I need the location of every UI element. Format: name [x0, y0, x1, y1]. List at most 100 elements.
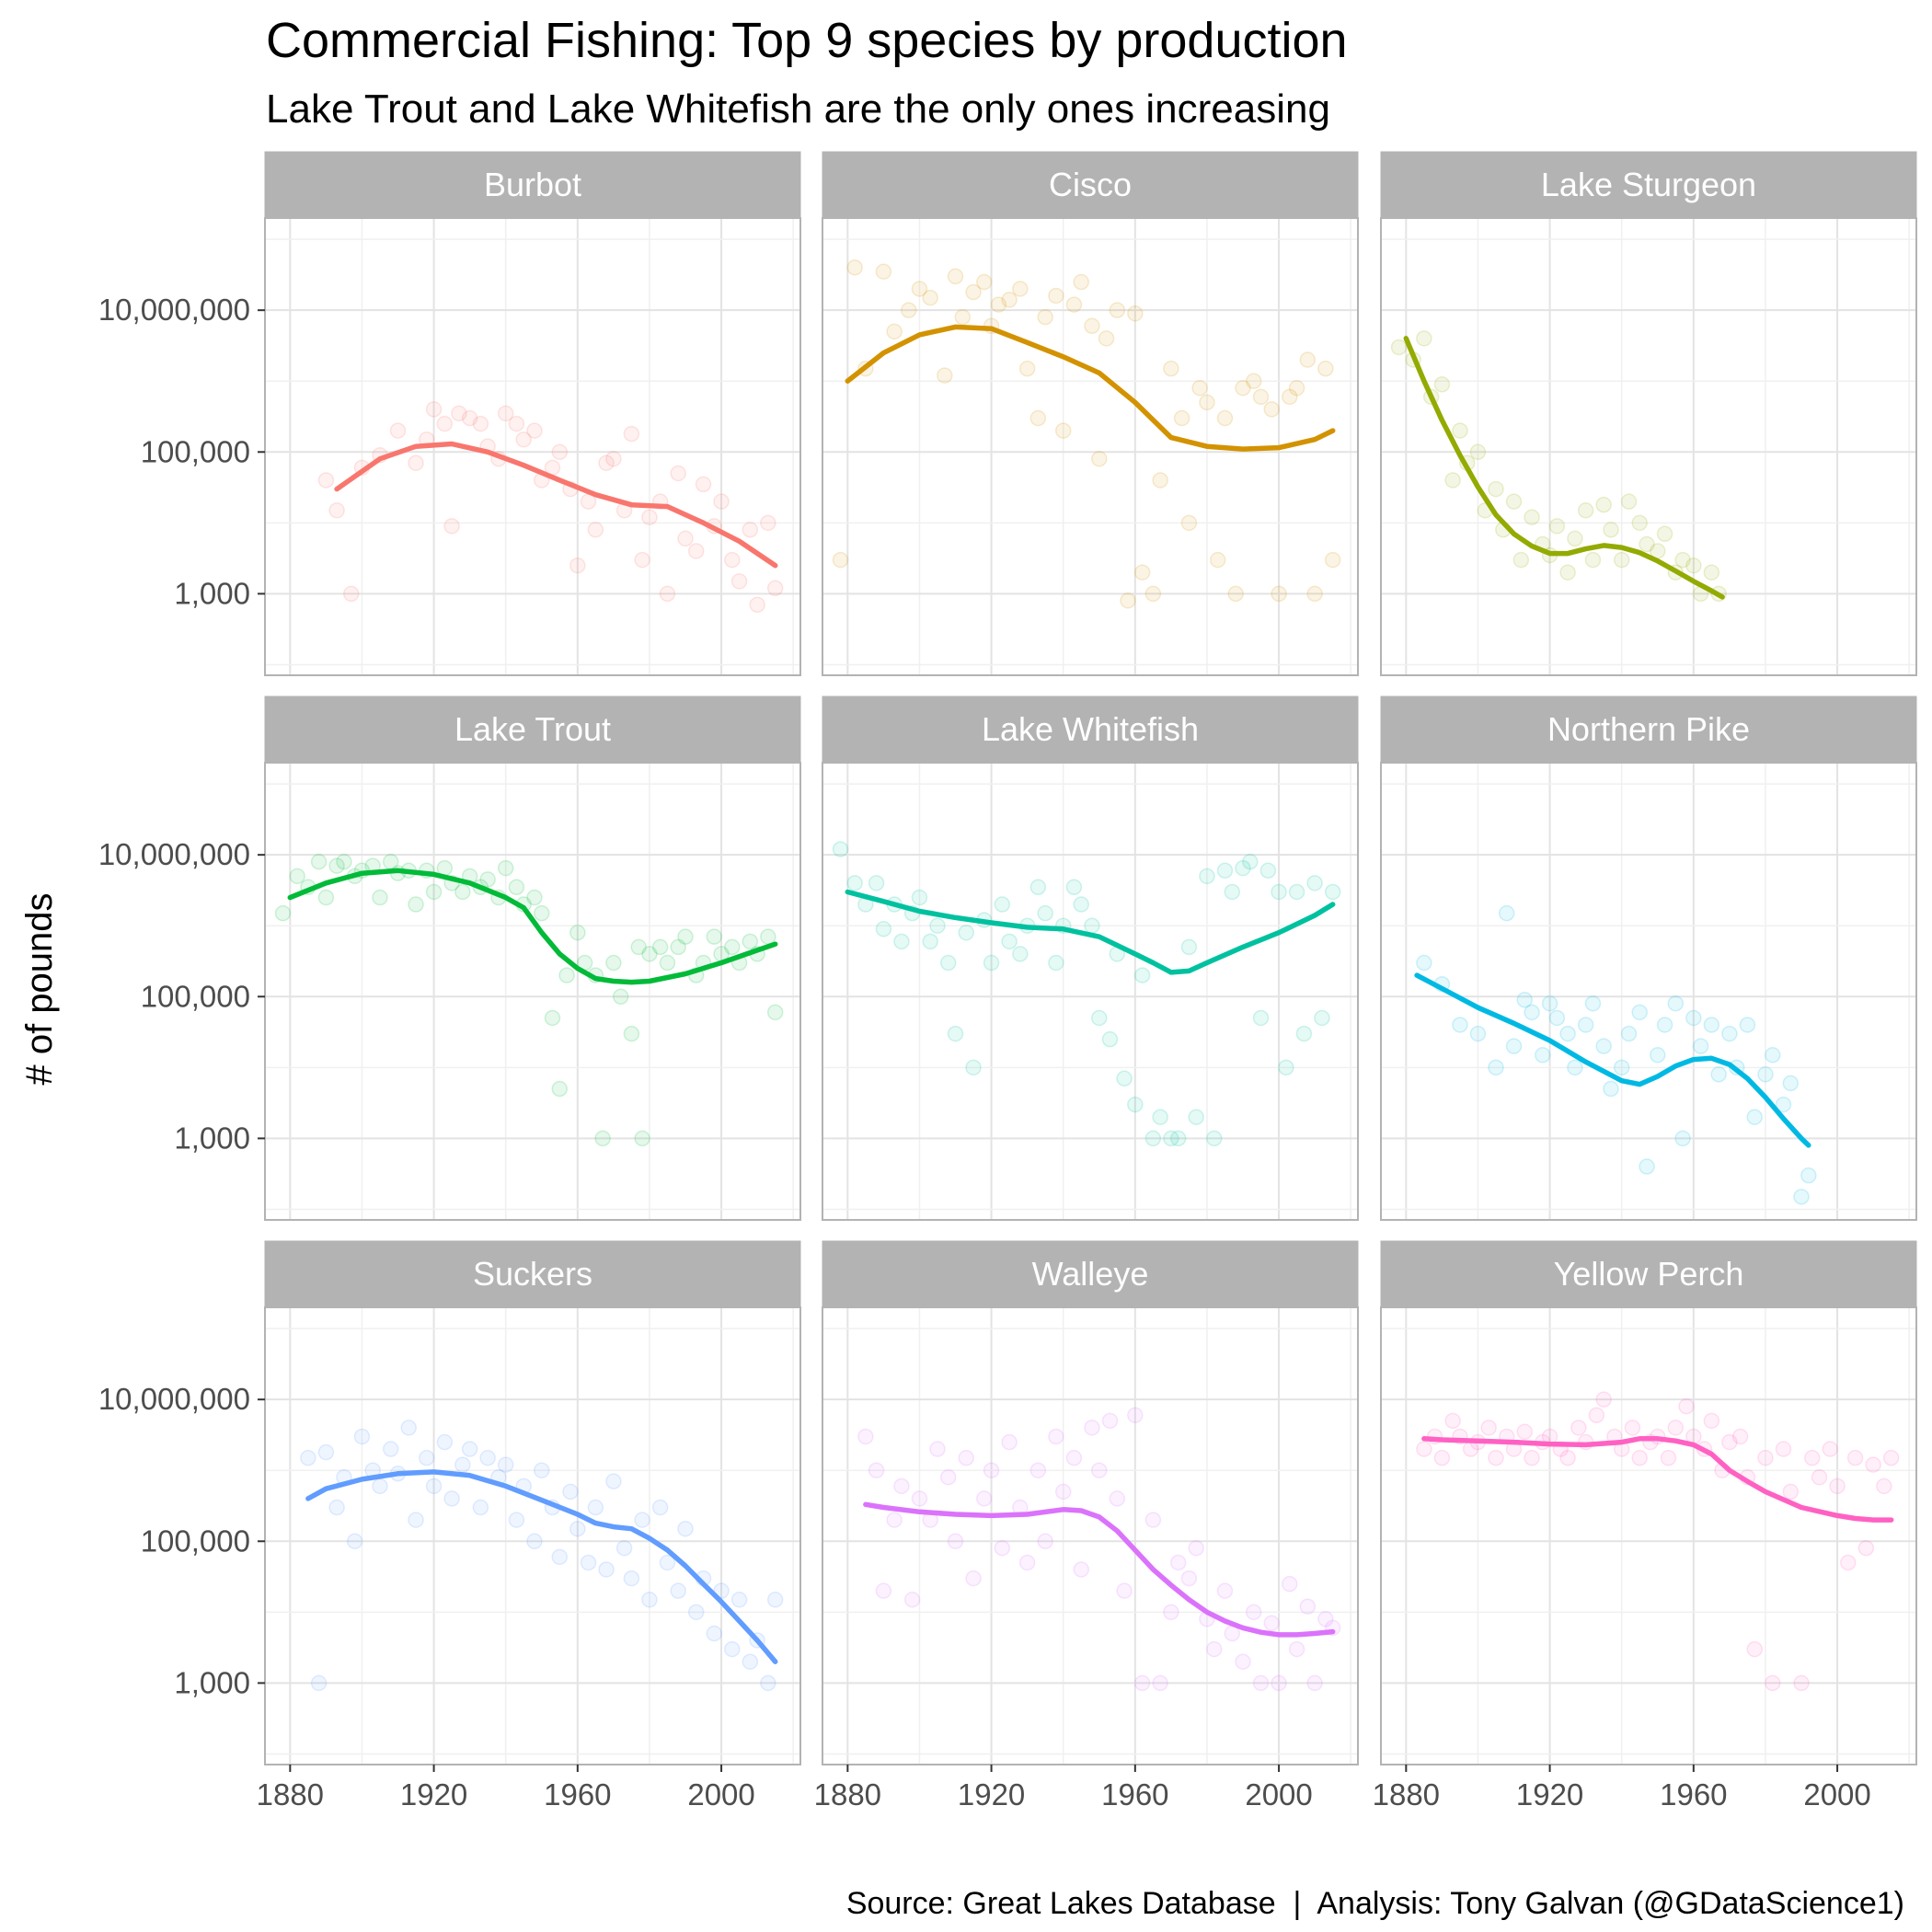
data-point — [497, 859, 514, 877]
data-point — [1314, 1009, 1330, 1027]
data-point — [1603, 1080, 1619, 1098]
data-point — [419, 1449, 435, 1466]
data-point — [1271, 1674, 1287, 1692]
data-point — [1120, 592, 1136, 609]
data-point — [1757, 1449, 1774, 1466]
data-point — [479, 871, 496, 888]
data-point — [742, 1653, 759, 1670]
data-point — [1163, 1604, 1179, 1621]
data-point — [1029, 879, 1047, 896]
data-point — [1152, 1674, 1168, 1692]
data-point — [1703, 564, 1720, 581]
data-point — [569, 1520, 586, 1537]
data-point — [1721, 1025, 1738, 1042]
data-point — [1584, 995, 1602, 1012]
data-point — [1144, 585, 1162, 603]
data-point — [461, 1441, 478, 1457]
y-tick-label: 100,000 — [141, 979, 250, 1013]
data-point — [1739, 1017, 1756, 1033]
data-point — [911, 889, 928, 906]
data-point — [976, 1490, 993, 1507]
data-point — [623, 425, 640, 443]
facet-strip — [264, 696, 801, 764]
facet-strip — [264, 1240, 801, 1308]
data-point — [1488, 480, 1504, 498]
data-point — [451, 405, 467, 422]
data-point — [1469, 443, 1487, 461]
facet-strip-label: Cisco — [1049, 166, 1132, 203]
data-point — [1595, 1038, 1612, 1054]
data-point — [1116, 1070, 1133, 1087]
data-point — [1782, 1075, 1800, 1092]
panel-border — [1380, 762, 1917, 1221]
data-point — [1746, 1640, 1763, 1658]
data-point — [947, 268, 964, 285]
data-point — [443, 518, 460, 535]
smooth-line — [1403, 336, 1725, 600]
y-tick-label: 10,000,000 — [98, 837, 250, 871]
data-point — [1209, 551, 1226, 569]
data-point — [868, 875, 885, 891]
data-point — [317, 889, 335, 906]
data-point — [687, 543, 705, 559]
data-point — [1048, 287, 1064, 305]
data-point — [1306, 1674, 1323, 1692]
facet-grid: Burbot 1,000 100,000 10,000,000 Cisco Lake St… — [98, 151, 1917, 1811]
data-point — [1001, 933, 1018, 950]
data-point — [1065, 879, 1083, 896]
data-point — [1029, 409, 1047, 427]
data-point — [1710, 1066, 1727, 1083]
data-point — [605, 954, 622, 972]
data-point — [425, 401, 443, 418]
data-point — [497, 405, 514, 422]
data-point — [558, 967, 575, 983]
series-marks — [1390, 330, 1727, 603]
data-point — [1703, 1412, 1720, 1430]
data-point — [1624, 1420, 1641, 1436]
data-point — [317, 472, 335, 489]
x-tick-label: 2000 — [687, 1777, 754, 1811]
data-point — [1620, 493, 1638, 510]
data-point — [1876, 1478, 1892, 1495]
data-point — [342, 585, 360, 603]
smooth-line — [845, 889, 1336, 975]
facet-strip-label: Northern Pike — [1547, 710, 1750, 748]
data-point — [965, 1059, 982, 1076]
facet-strip — [1380, 1240, 1917, 1308]
data-point — [1144, 1130, 1162, 1147]
data-point — [857, 1428, 874, 1445]
data-point — [760, 928, 776, 945]
data-point — [929, 1441, 946, 1457]
data-point — [1101, 1030, 1119, 1048]
data-point — [630, 938, 647, 956]
data-point — [289, 868, 305, 885]
data-point — [1811, 1468, 1828, 1486]
data-point — [1245, 373, 1262, 389]
data-point — [677, 928, 694, 945]
data-point — [695, 476, 712, 493]
data-point — [641, 1592, 658, 1608]
data-point — [1271, 883, 1287, 901]
x-tick-label: 2000 — [1245, 1777, 1312, 1811]
data-point — [730, 1592, 748, 1608]
data-point — [1216, 1582, 1234, 1599]
data-point — [766, 1004, 784, 1021]
x-tick-label: 1920 — [1516, 1777, 1583, 1811]
data-point — [1306, 585, 1323, 603]
data-point — [947, 1025, 964, 1042]
data-point — [310, 853, 328, 870]
data-point — [515, 431, 532, 448]
data-point — [1488, 1059, 1504, 1076]
facet-strip-label: Yellow Perch — [1554, 1255, 1744, 1293]
data-point — [846, 875, 863, 891]
smooth-line — [1414, 972, 1811, 1148]
data-point — [1109, 302, 1126, 318]
data-point — [1127, 305, 1144, 322]
data-point — [1639, 1158, 1655, 1175]
data-point — [1235, 859, 1251, 877]
data-point — [903, 1592, 921, 1608]
data-point — [526, 889, 543, 906]
data-point — [939, 954, 957, 972]
data-point — [958, 924, 974, 941]
data-point — [1084, 917, 1100, 934]
